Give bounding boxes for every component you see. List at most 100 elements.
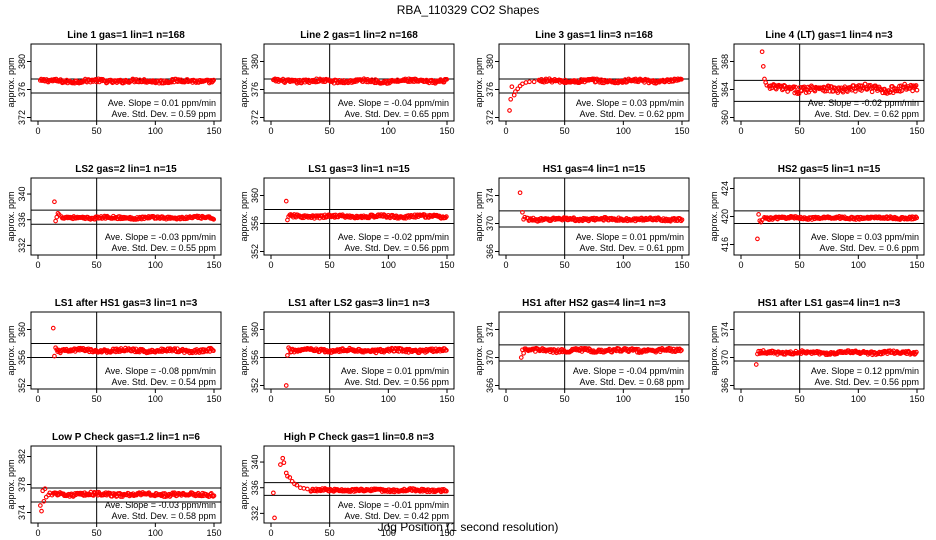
x-tick-label: 150 (674, 126, 689, 136)
data-point (756, 212, 761, 217)
x-tick-label: 50 (560, 260, 570, 270)
data-point (612, 217, 618, 222)
data-point (444, 77, 450, 82)
y-tick-label: 376 (17, 82, 27, 97)
std-dev-annotation: Ave. Std. Dev. = 0.62 ppm (580, 109, 684, 119)
y-axis-label: approx. ppm (6, 191, 16, 241)
plot-frame (263, 43, 455, 122)
data-point (289, 478, 295, 484)
y-tick-label: 370 (485, 350, 495, 365)
panel-title: Line 1 gas=1 lin=1 n=168 (67, 30, 185, 41)
data-point (211, 493, 217, 499)
panel-title: LS1 after LS2 gas=3 lin=1 n=3 (288, 298, 430, 309)
data-point (527, 79, 532, 85)
panel-title: HS1 gas=4 lin=1 n=15 (543, 164, 646, 175)
data-point (826, 84, 832, 89)
x-tick-label: 150 (674, 394, 689, 404)
x-tick-label: 150 (674, 260, 689, 270)
data-point (52, 353, 57, 359)
data-point (444, 214, 449, 219)
x-tick-label: 100 (381, 528, 396, 538)
x-tick-label: 0 (503, 260, 508, 270)
std-dev-annotation: Ave. Std. Dev. = 0.59 ppm (112, 109, 216, 119)
plot-frame (30, 311, 222, 390)
y-axis-label: approx. ppm (709, 191, 719, 241)
y-tick-label: 332 (17, 238, 27, 253)
panel-title: HS2 gas=5 lin=1 n=15 (778, 164, 881, 175)
data-point (39, 508, 44, 514)
x-tick-label: 0 (35, 528, 40, 538)
data-point (589, 77, 595, 83)
std-dev-annotation: Ave. Std. Dev. = 0.68 ppm (580, 377, 684, 387)
data-point (444, 488, 449, 494)
panel-title: Line 3 gas=1 lin=3 n=168 (535, 30, 653, 41)
x-tick-label: 50 (325, 528, 335, 538)
data-point (509, 84, 515, 90)
data-point (513, 89, 518, 94)
y-tick-label: 356 (17, 350, 27, 365)
data-point (42, 486, 48, 492)
plot-frame (733, 311, 925, 390)
data-point (283, 383, 289, 388)
std-dev-annotation: Ave. Std. Dev. = 0.65 ppm (345, 109, 449, 119)
x-tick-label: 0 (35, 260, 40, 270)
x-tick-label: 100 (148, 126, 163, 136)
plot-frame (263, 445, 455, 524)
slope-annotation: Ave. Slope = 0.12 ppm/min (811, 366, 919, 376)
panel-3: Line 3 gas=1 lin=3 n=168 0 50 100 150 372 376 3… (474, 30, 690, 136)
y-tick-label: 336 (17, 212, 27, 227)
x-tick-label: 50 (560, 126, 570, 136)
data-point (508, 96, 514, 102)
y-tick-label: 356 (250, 216, 260, 231)
panel-title: LS2 gas=2 lin=1 n=15 (75, 164, 177, 175)
x-tick-label: 50 (92, 394, 102, 404)
x-tick-label: 100 (851, 260, 866, 270)
x-tick-label: 100 (616, 394, 631, 404)
data-point (285, 353, 290, 358)
y-tick-label: 360 (720, 110, 730, 125)
data-point (793, 84, 798, 90)
x-tick-label: 150 (909, 394, 924, 404)
y-tick-label: 340 (17, 187, 27, 202)
x-tick-label: 50 (92, 260, 102, 270)
data-point (869, 89, 875, 95)
slope-annotation: Ave. Slope = -0.01 ppm/min (338, 500, 449, 510)
figure-title: RBA_110329 CO2 Shapes (397, 3, 540, 17)
y-tick-label: 340 (250, 455, 260, 470)
x-tick-label: 100 (851, 394, 866, 404)
data-point (679, 76, 684, 82)
y-axis-label: approx. ppm (709, 57, 719, 107)
slope-annotation: Ave. Slope = 0.01 ppm/min (576, 232, 684, 242)
data-point (803, 90, 809, 95)
data-point (54, 214, 60, 220)
y-axis-label: approx. ppm (6, 459, 16, 509)
x-tick-label: 150 (439, 528, 454, 538)
y-tick-label: 374 (17, 505, 27, 520)
y-tick-label: 366 (720, 378, 730, 393)
data-point (211, 348, 216, 354)
plot-frame (498, 43, 690, 122)
slope-annotation: Ave. Slope = -0.03 ppm/min (105, 500, 216, 510)
y-axis-label: approx. ppm (239, 191, 249, 241)
panel-10: LS1 after LS2 gas=3 lin=1 n=3 0 50 100 150 35… (239, 298, 455, 404)
std-dev-annotation: Ave. Std. Dev. = 0.54 ppm (112, 377, 216, 387)
y-axis-label: approx. ppm (709, 325, 719, 375)
x-tick-label: 0 (503, 394, 508, 404)
panel-title: High P Check gas=1 lin=0.8 n=3 (284, 432, 435, 443)
data-point (753, 362, 759, 367)
panel-14: High P Check gas=1 lin=0.8 n=3 0 50 100 150 3… (239, 432, 455, 538)
std-dev-annotation: Ave. Std. Dev. = 0.62 ppm (815, 109, 919, 119)
y-tick-label: 360 (250, 188, 260, 203)
data-point (914, 349, 919, 355)
slope-annotation: Ave. Slope = -0.04 ppm/min (573, 366, 684, 376)
y-tick-label: 376 (485, 82, 495, 97)
y-tick-label: 356 (250, 350, 260, 365)
x-tick-label: 50 (325, 394, 335, 404)
y-tick-label: 374 (485, 188, 495, 203)
data-point (294, 482, 300, 488)
panel-13: Low P Check gas=1.2 lin=1 n=6 0 50 100 150 37… (6, 432, 222, 538)
x-axis-label: Jog Position (1 second resolution) (378, 520, 559, 534)
y-tick-label: 352 (250, 244, 260, 259)
x-tick-label: 50 (795, 394, 805, 404)
x-tick-label: 50 (560, 394, 570, 404)
